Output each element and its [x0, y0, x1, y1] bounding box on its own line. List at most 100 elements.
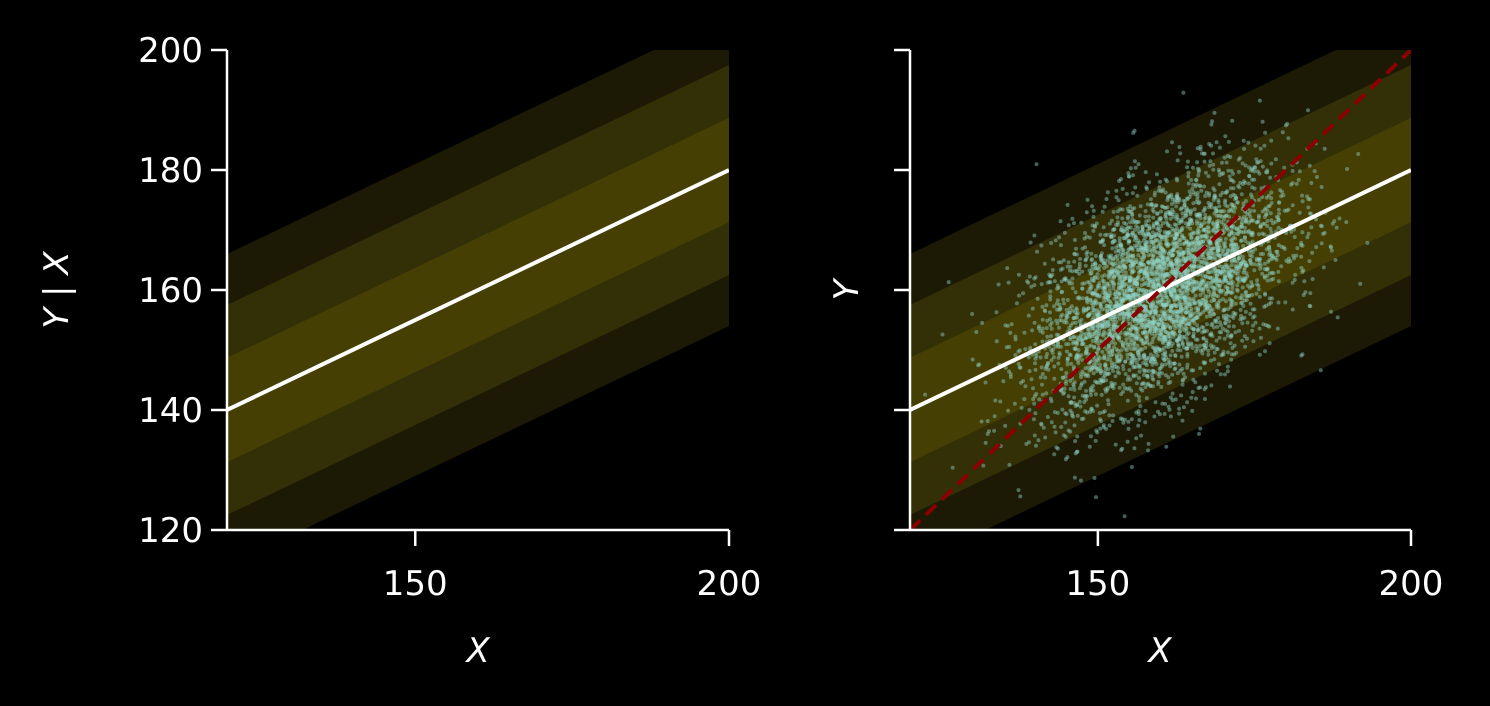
scatter-point [1098, 255, 1103, 259]
scatter-point [1176, 309, 1181, 314]
scatter-point [1058, 267, 1063, 272]
scatter-point [1033, 275, 1038, 280]
scatter-point [1068, 323, 1073, 328]
scatter-point [1245, 320, 1250, 325]
scatter-point [1084, 210, 1089, 215]
scatter-point [1319, 241, 1324, 246]
scatter-point [1275, 326, 1280, 331]
scatter-point [1251, 315, 1256, 320]
scatter-point [1175, 310, 1180, 315]
scatter-point [1155, 313, 1160, 318]
scatter-point [1146, 279, 1150, 284]
scatter-point [1079, 417, 1084, 421]
scatter-point [1032, 283, 1037, 288]
scatter-point [1173, 228, 1178, 233]
scatter-point [1227, 275, 1232, 280]
scatter-point [1253, 143, 1258, 148]
scatter-point [1053, 430, 1058, 435]
scatter-point [1057, 351, 1062, 355]
scatter-point [1300, 352, 1305, 357]
scatter-point [1247, 228, 1251, 233]
scatter-point [1268, 226, 1273, 231]
scatter-point [1171, 334, 1176, 339]
scatter-point [1185, 165, 1190, 170]
scatter-point [1180, 325, 1185, 330]
scatter-point [1218, 279, 1223, 284]
scatter-point [1074, 312, 1079, 317]
scatter-point [1125, 439, 1130, 444]
scatter-point [1094, 340, 1099, 345]
scatter-point [1178, 151, 1183, 156]
scatter-point [1258, 252, 1263, 256]
scatter-point [1154, 276, 1159, 281]
scatter-point [1129, 359, 1134, 364]
scatter-point [1160, 302, 1165, 307]
scatter-point [1065, 298, 1070, 302]
scatter-point [1212, 350, 1217, 355]
scatter-point [1257, 258, 1262, 263]
scatter-point [1087, 330, 1092, 335]
scatter-point [1124, 192, 1129, 196]
scatter-point [1244, 289, 1249, 294]
scatter-point [1269, 300, 1273, 305]
scatter-point [1198, 366, 1203, 371]
scatter-point [1107, 322, 1112, 327]
scatter-point [1016, 349, 1021, 354]
scatter-point [1203, 274, 1208, 279]
scatter-point [1013, 353, 1018, 357]
scatter-point [1040, 339, 1045, 344]
scatter-point [1101, 295, 1106, 300]
scatter-point [1162, 261, 1167, 266]
scatter-point [1121, 279, 1126, 284]
scatter-point [1111, 268, 1116, 273]
scatter-point [1163, 214, 1168, 219]
scatter-point [1122, 315, 1126, 320]
scatter-point [1179, 291, 1184, 296]
scatter-point [1119, 245, 1124, 250]
scatter-point [1173, 241, 1177, 246]
scatter-point [1137, 263, 1142, 268]
scatter-point [1118, 251, 1123, 256]
scatter-point [998, 399, 1003, 404]
scatter-point [1125, 398, 1130, 403]
scatter-point [1192, 279, 1197, 284]
scatter-point [1196, 213, 1201, 218]
scatter-point [1007, 344, 1012, 349]
scatter-point [1204, 314, 1209, 319]
scatter-point [1186, 248, 1191, 253]
scatter-point [1060, 289, 1064, 294]
scatter-point [1170, 267, 1175, 272]
scatter-point [1107, 221, 1112, 226]
scatter-point [1189, 217, 1194, 222]
scatter-point [1128, 327, 1133, 332]
scatter-point [1159, 385, 1164, 389]
scatter-point [1164, 266, 1169, 271]
scatter-point [1044, 391, 1049, 396]
scatter-point [950, 465, 955, 470]
scatter-point [1136, 412, 1141, 416]
scatter-point [1072, 423, 1077, 428]
scatter-point [1150, 324, 1155, 329]
scatter-point [977, 362, 982, 367]
scatter-point [1211, 162, 1216, 167]
scatter-point [1178, 305, 1183, 310]
scatter-point [1145, 260, 1150, 265]
scatter-point [1276, 269, 1281, 274]
scatter-point [981, 463, 986, 468]
scatter-point [1136, 162, 1141, 167]
scatter-point [1080, 281, 1085, 286]
scatter-point [1240, 285, 1245, 290]
scatter-point [1126, 233, 1131, 237]
scatter-point [1216, 268, 1221, 273]
scatter-point [1218, 209, 1223, 214]
scatter-point [1307, 163, 1312, 168]
scatter-point [1116, 291, 1121, 296]
scatter-point [1115, 209, 1120, 214]
scatter-point [1165, 149, 1169, 154]
scatter-point [1229, 202, 1234, 207]
scatter-point [1268, 175, 1273, 180]
scatter-point [1173, 397, 1178, 402]
scatter-point [1092, 344, 1097, 349]
scatter-point [979, 419, 984, 424]
scatter-point [1217, 320, 1222, 325]
